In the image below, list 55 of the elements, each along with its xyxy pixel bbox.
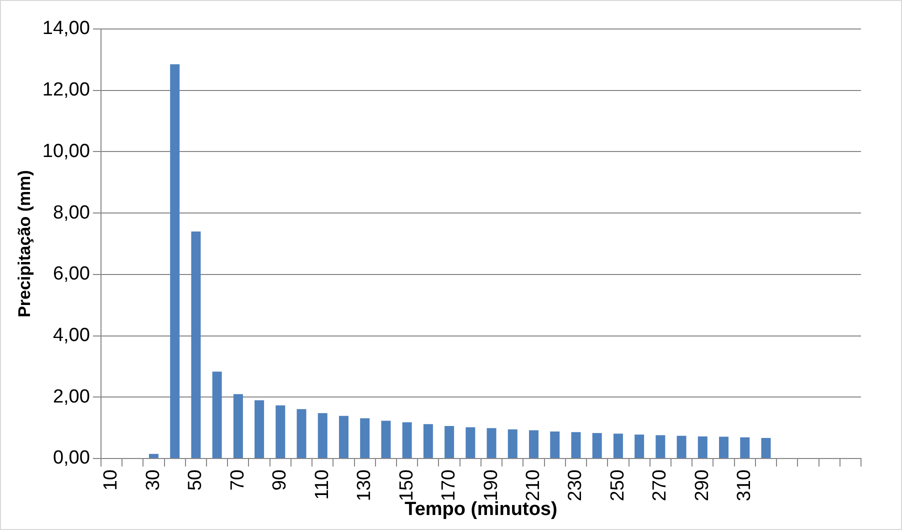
bar (634, 434, 644, 458)
x-tick-label: 110 (312, 470, 333, 500)
y-tick-label: 12,00 (42, 80, 90, 101)
x-tick-label: 230 (565, 470, 586, 502)
bar (613, 434, 623, 458)
x-tick-label: 70 (227, 470, 248, 491)
x-tick-label: 170 (438, 470, 460, 502)
x-tick-label: 290 (692, 470, 713, 502)
bar (486, 428, 496, 458)
y-tick-label: 0,00 (52, 448, 90, 469)
bar (508, 429, 518, 458)
bar (276, 405, 286, 458)
x-tick-label: 130 (354, 470, 376, 502)
bar (254, 400, 264, 458)
bar (592, 433, 602, 458)
x-tick-label: 10 (100, 470, 122, 491)
bar (423, 424, 433, 458)
y-axis-title: Precipitação (mm) (14, 170, 34, 318)
bar (740, 437, 750, 458)
y-tick-label: 2,00 (52, 386, 90, 408)
x-tick-label: 90 (270, 470, 291, 491)
bar (318, 413, 328, 458)
x-tick-label: 210 (522, 470, 544, 502)
y-tick-label: 10,00 (42, 140, 90, 162)
bar (296, 409, 306, 458)
x-tick-label: 150 (396, 470, 418, 502)
y-tick-label: 6,00 (52, 264, 90, 285)
bar (212, 372, 222, 458)
bar (656, 435, 666, 458)
bar (761, 438, 771, 458)
x-tick-label: 50 (185, 470, 206, 491)
bar (444, 426, 454, 458)
x-tick-label: 190 (480, 470, 502, 502)
bar (529, 430, 539, 458)
x-tick-label: 30 (142, 470, 164, 491)
bar (571, 432, 581, 458)
bar (381, 420, 391, 458)
bar (676, 436, 686, 458)
x-tick-label: 270 (650, 470, 671, 502)
bar (338, 416, 348, 458)
y-tick-label: 8,00 (52, 202, 90, 224)
bar (466, 427, 476, 458)
x-tick-label: 310 (734, 470, 756, 502)
y-tick-label: 14,00 (42, 18, 90, 40)
bar (360, 418, 370, 458)
bar (719, 436, 729, 458)
x-tick-label: 250 (607, 470, 628, 502)
bar (233, 394, 243, 458)
bar (698, 436, 708, 458)
bar (550, 432, 560, 458)
bar (170, 64, 180, 458)
y-tick-label: 4,00 (52, 325, 90, 346)
bar (191, 231, 201, 458)
bar (402, 422, 412, 458)
bar (148, 454, 158, 458)
